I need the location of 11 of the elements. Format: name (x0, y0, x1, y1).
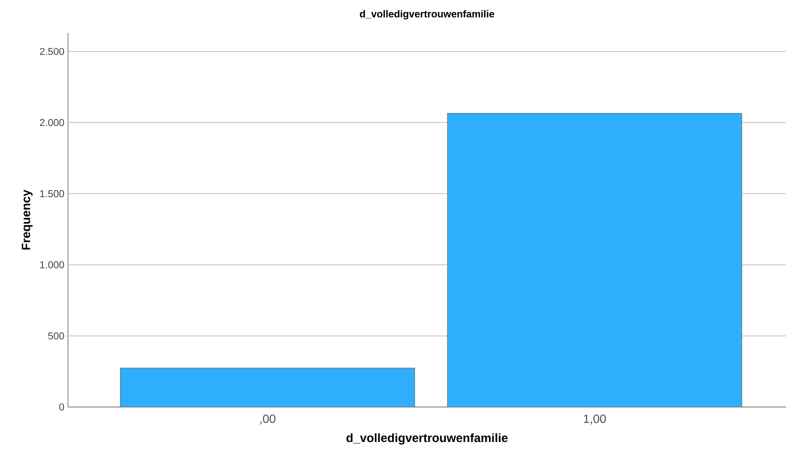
x-tick-label: 1,00 (584, 414, 606, 424)
x-tick-label: ,00 (260, 414, 276, 424)
y-tick-label: 2.000 (40, 119, 64, 126)
y-tick-label: 0 (59, 403, 64, 411)
y-tick-label: 500 (48, 332, 64, 340)
y-tick-label: 1.000 (40, 261, 64, 268)
x-axis-title: d_volledigvertrouwenfamilie (346, 433, 508, 445)
y-tick-label: 1.500 (40, 190, 64, 198)
y-axis-title: Frequency (22, 190, 33, 250)
chart-title: d_volledigvertrouwenfamilie (360, 10, 494, 20)
y-tick-label: 2.500 (40, 48, 64, 56)
